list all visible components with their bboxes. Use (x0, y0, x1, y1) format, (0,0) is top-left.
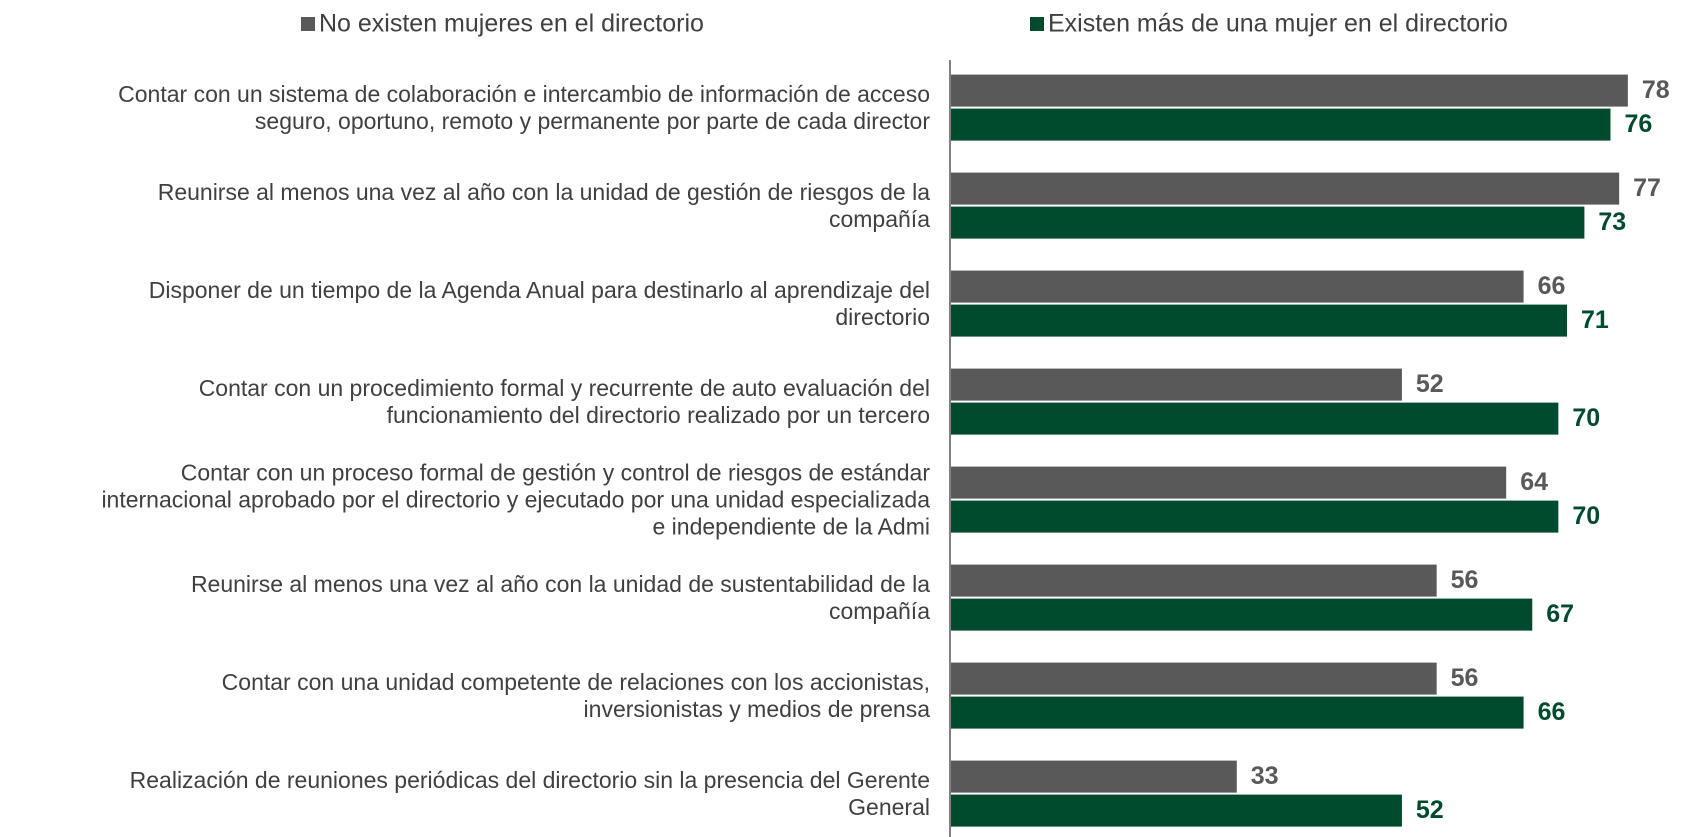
bar (950, 304, 1568, 337)
value-label: 67 (1546, 600, 1574, 628)
bar (950, 402, 1559, 435)
value-label: 33 (1251, 762, 1279, 790)
category-label: Reunirse al menos una vez al año con la … (190, 570, 930, 624)
bar (950, 598, 1533, 631)
category-label: Realización de reuniones periódicas del … (129, 766, 930, 820)
bar (950, 206, 1585, 239)
bar (950, 564, 1437, 597)
bar (950, 172, 1620, 205)
legend-swatch (1030, 17, 1044, 31)
bar (950, 368, 1402, 401)
value-label: 66 (1538, 272, 1566, 300)
category-label: Contar con un procedimiento formal y rec… (198, 374, 930, 428)
value-label: 71 (1581, 306, 1609, 334)
category-label: Disponer de un tiempo de la Agenda Anual… (148, 276, 930, 330)
bar (950, 466, 1507, 499)
legend-label: Existen más de una mujer en el directori… (1048, 10, 1508, 38)
category-label: Contar con una unidad competente de rela… (221, 668, 930, 722)
bar (950, 662, 1437, 695)
value-label: 77 (1633, 174, 1661, 202)
legend-swatch (301, 17, 315, 31)
bar (950, 794, 1402, 827)
bar (950, 696, 1524, 729)
bar (950, 270, 1524, 303)
value-label: 52 (1416, 370, 1444, 398)
legend-label: No existen mujeres en el directorio (319, 10, 704, 38)
value-label: 70 (1572, 404, 1600, 432)
value-label: 78 (1642, 76, 1670, 104)
value-label: 76 (1624, 110, 1652, 138)
category-label: Contar con un proceso formal de gestión … (101, 459, 930, 540)
bar (950, 500, 1559, 533)
value-label: 52 (1416, 796, 1444, 824)
value-label: 56 (1451, 566, 1479, 594)
category-label: Reunirse al menos una vez al año con la … (157, 178, 930, 232)
bar (950, 108, 1611, 141)
value-label: 66 (1538, 698, 1566, 726)
value-label: 56 (1451, 664, 1479, 692)
value-label: 70 (1572, 502, 1600, 530)
value-label: 73 (1598, 208, 1626, 236)
bar (950, 760, 1237, 793)
value-label: 64 (1520, 468, 1548, 496)
category-label: Contar con un sistema de colaboración e … (118, 80, 930, 134)
bar (950, 74, 1628, 107)
